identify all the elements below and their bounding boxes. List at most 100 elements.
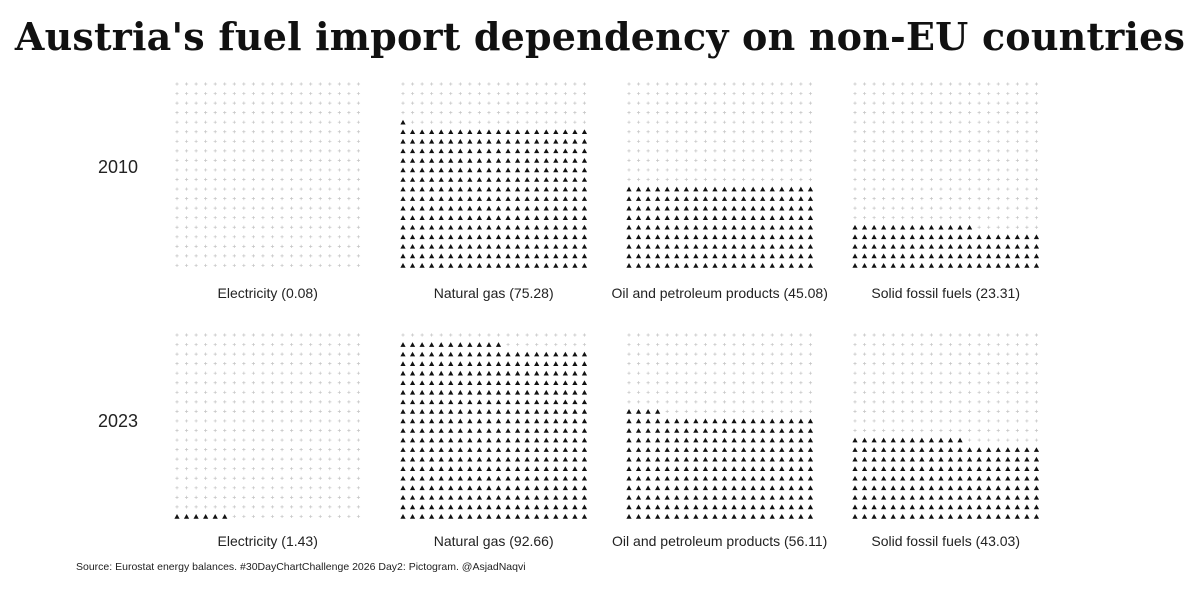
empty-plus [506,101,510,105]
empty-plus [290,419,294,423]
empty-plus [780,333,784,337]
empty-plus [506,82,510,86]
filled-triangle [524,167,530,173]
filled-triangle [788,215,794,220]
empty-plus [920,362,924,366]
empty-plus [232,333,236,337]
filled-triangle [712,418,718,424]
empty-plus [665,342,669,347]
filled-triangle [919,224,925,230]
empty-plus [356,139,361,143]
filled-triangle [674,263,680,268]
empty-plus [751,158,755,162]
empty-plus [328,120,332,124]
filled-triangle [476,409,482,414]
empty-plus [977,197,981,201]
filled-triangle [515,205,521,211]
filled-triangle [890,475,896,481]
filled-triangle [572,234,578,240]
filled-triangle [807,418,814,424]
filled-triangle [664,253,670,259]
empty-plus [184,177,189,182]
filled-triangle [655,196,661,201]
filled-triangle [909,504,915,510]
filled-triangle [409,466,416,471]
empty-plus [204,158,208,162]
empty-plus [506,91,510,96]
empty-plus [184,235,189,239]
filled-triangle [769,514,775,519]
empty-plus [175,505,179,509]
filled-triangle [438,494,444,500]
filled-triangle [881,437,887,443]
empty-plus [194,91,198,96]
empty-plus [458,82,462,86]
filled-triangle [543,263,549,268]
filled-triangle [409,409,416,414]
empty-plus [656,342,660,347]
empty-plus [328,235,332,239]
empty-plus [347,120,351,124]
filled-triangle [928,263,934,268]
filled-triangle [553,418,559,424]
empty-plus [242,362,246,366]
empty-plus [328,352,332,356]
empty-plus [656,400,660,404]
empty-plus [722,111,727,115]
filled-triangle [928,475,934,481]
empty-plus [270,216,275,220]
filled-triangle [760,428,766,433]
filled-triangle [645,409,651,414]
empty-plus [318,514,322,519]
empty-plus [987,342,991,347]
empty-plus [356,409,361,413]
empty-plus [299,254,303,258]
empty-plus [356,428,361,433]
filled-triangle [524,263,530,268]
filled-triangle [881,514,887,519]
empty-plus [184,486,189,490]
empty-plus [204,168,208,172]
empty-plus [987,225,991,229]
empty-plus [194,505,198,509]
filled-triangle [524,253,530,259]
filled-triangle [400,409,406,414]
filled-triangle [909,447,915,452]
empty-plus [713,91,717,96]
filled-triangle [581,437,588,443]
filled-triangle [438,148,444,154]
empty-plus [213,409,217,413]
filled-triangle [505,186,511,192]
empty-plus [627,149,631,153]
empty-plus [356,419,361,423]
filled-triangle [581,205,588,211]
filled-triangle [683,243,689,249]
empty-plus [337,263,341,268]
empty-plus [1034,333,1039,337]
empty-plus [1006,111,1010,115]
empty-plus [968,139,972,143]
filled-triangle [581,215,588,220]
filled-triangle [476,485,482,491]
filled-triangle [562,437,568,443]
filled-triangle [581,389,588,395]
filled-triangle [457,447,463,452]
empty-plus [656,158,660,162]
filled-triangle [457,389,463,395]
filled-triangle [986,456,992,462]
filled-triangle [1024,514,1030,519]
empty-plus [1015,428,1019,433]
empty-plus [1034,342,1039,347]
empty-plus [939,120,943,124]
empty-plus [742,111,746,115]
filled-triangle [457,177,463,182]
filled-triangle [721,428,728,433]
empty-plus [223,342,227,347]
filled-triangle [553,177,559,182]
filled-triangle [852,243,858,249]
filled-triangle [467,253,473,259]
empty-plus [223,235,227,239]
empty-plus [722,409,727,413]
filled-triangle [409,263,416,268]
filled-triangle [515,428,521,433]
